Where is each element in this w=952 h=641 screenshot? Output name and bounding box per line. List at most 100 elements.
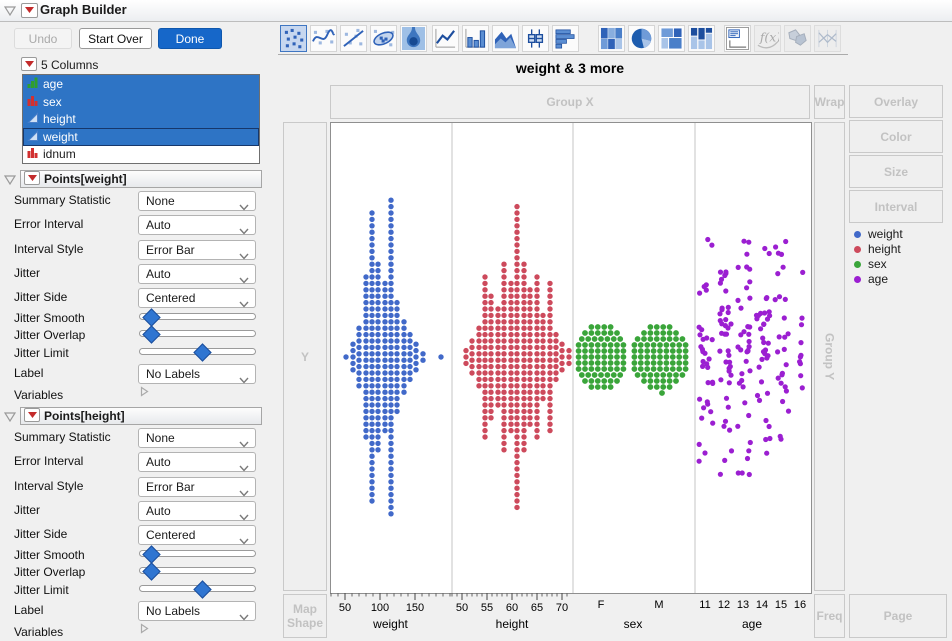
column-item-label: sex [43, 94, 62, 109]
caption-box-element-icon[interactable] [724, 25, 751, 52]
column-item-age[interactable]: age [23, 75, 259, 93]
panel-disclosure-icon[interactable] [3, 411, 17, 425]
slider-thumb[interactable] [193, 342, 212, 362]
chevron-down-icon [239, 271, 249, 289]
x-axis-label-height[interactable]: height [495, 617, 529, 631]
slider-thumb[interactable] [142, 544, 161, 564]
panel-red-triangle-menu-icon[interactable] [24, 408, 40, 422]
outline-disclosure-icon[interactable] [3, 5, 17, 19]
jitter-overlap-slider[interactable] [139, 561, 256, 581]
error-interval-dropdown[interactable]: Auto [138, 215, 256, 235]
column-list: age sex height weight idnum [22, 74, 260, 164]
jitter-overlap-slider[interactable] [139, 324, 256, 344]
summary-statistic-dropdown[interactable]: None [138, 428, 256, 448]
slider-thumb[interactable] [193, 579, 212, 599]
slider-track[interactable] [139, 330, 256, 337]
x-axis-label-sex[interactable]: sex [623, 617, 643, 631]
x-axis-label-age[interactable]: age [741, 617, 763, 631]
dropzone-color[interactable]: Color [849, 120, 943, 153]
jitter-side-dropdown[interactable]: Centered [138, 525, 256, 545]
slider-thumb[interactable] [142, 324, 161, 344]
label-dropdown[interactable]: No Labels [138, 364, 256, 384]
histogram-element-icon[interactable] [552, 25, 579, 52]
dropzone-size[interactable]: Size [849, 155, 943, 188]
jitter-limit-slider[interactable] [139, 342, 256, 362]
dropzone-overlay[interactable]: Overlay [849, 85, 943, 118]
column-item-label: idnum [43, 147, 76, 161]
mosaic-element-icon[interactable] [688, 25, 715, 52]
dropzone-interval[interactable]: Interval [849, 190, 943, 223]
panel-disclosure-icon[interactable] [3, 174, 17, 188]
column-item-sex[interactable]: sex [23, 92, 259, 111]
start-over-button[interactable]: Start Over [79, 28, 152, 49]
svg-text:15: 15 [775, 599, 787, 611]
jitter-dropdown[interactable]: Auto [138, 264, 256, 284]
columns-red-triangle-menu-icon[interactable] [21, 57, 37, 71]
pie-element-icon[interactable] [628, 25, 655, 52]
jitter-smooth-slider[interactable] [139, 544, 256, 564]
variables-disclosure-icon[interactable] [140, 386, 149, 400]
panel-red-triangle-menu-icon[interactable] [24, 171, 40, 185]
dropzone-wrap[interactable]: Wrap [814, 85, 845, 119]
row-label-variables: Variables [14, 625, 64, 639]
slider-track[interactable] [139, 313, 256, 320]
legend-item-weight[interactable]: weight [849, 227, 949, 242]
points-element-icon[interactable] [280, 25, 307, 52]
slider-thumb[interactable] [142, 561, 161, 581]
contour-element-icon[interactable] [400, 25, 427, 52]
x-axis: 50 100 150 50 55 60 65 70 F M 11 12 13 14 15 16 [330, 593, 810, 615]
smoother-element-icon[interactable] [310, 25, 337, 52]
area-element-icon[interactable] [492, 25, 519, 52]
legend-label: sex [868, 257, 887, 271]
jitter-side-dropdown[interactable]: Centered [138, 288, 256, 308]
row-label-jitter-side: Jitter Side [14, 527, 68, 541]
variables-disclosure-icon[interactable] [140, 623, 149, 637]
dropzone-group-x[interactable]: Group X [330, 85, 810, 119]
dropzone-y[interactable]: Y [283, 122, 327, 591]
jitter-dropdown[interactable]: Auto [138, 501, 256, 521]
legend-item-sex[interactable]: sex [849, 257, 949, 272]
slider-track[interactable] [139, 567, 256, 574]
jitter-smooth-slider[interactable] [139, 307, 256, 327]
points-panel-header: Points[height] [20, 407, 262, 425]
done-button[interactable]: Done [158, 28, 222, 49]
plot-area[interactable] [330, 122, 812, 594]
plot-points-svg [343, 123, 806, 593]
slider-thumb[interactable] [142, 307, 161, 327]
line-of-fit-element-icon[interactable] [340, 25, 367, 52]
points-panel-header: Points[weight] [20, 170, 262, 188]
window-title: Graph Builder [40, 2, 127, 17]
row-label-summary-statistic: Summary Statistic [14, 193, 111, 207]
dropzone-group-y[interactable]: Group Y [814, 122, 845, 591]
element-palette-toolbar: f(x) [278, 25, 848, 55]
bar-element-icon[interactable] [462, 25, 489, 52]
legend-item-age[interactable]: age [849, 272, 949, 287]
red-triangle-menu-icon[interactable] [21, 3, 38, 18]
undo-button[interactable]: Undo [14, 28, 72, 49]
treemap-element-icon[interactable] [658, 25, 685, 52]
column-item-weight[interactable]: weight [23, 127, 259, 146]
chevron-down-icon [239, 247, 249, 265]
box-plot-element-icon[interactable] [522, 25, 549, 52]
slider-track[interactable] [139, 550, 256, 557]
heatmap-element-icon[interactable] [598, 25, 625, 52]
x-axis-label-weight[interactable]: weight [373, 617, 408, 631]
column-item-idnum[interactable]: idnum [23, 145, 259, 163]
legend: weight height sex age [849, 227, 949, 287]
ellipse-element-icon[interactable] [370, 25, 397, 52]
column-item-height[interactable]: height [23, 110, 259, 128]
line-element-icon[interactable] [432, 25, 459, 52]
svg-text:65: 65 [531, 602, 543, 614]
interval-style-dropdown[interactable]: Error Bar [138, 240, 256, 260]
jitter-limit-slider[interactable] [139, 579, 256, 599]
label-dropdown[interactable]: No Labels [138, 601, 256, 621]
dropzone-page[interactable]: Page [849, 594, 947, 638]
error-interval-dropdown[interactable]: Auto [138, 452, 256, 472]
legend-item-height[interactable]: height [849, 242, 949, 257]
summary-statistic-dropdown[interactable]: None [138, 191, 256, 211]
row-label-summary-statistic: Summary Statistic [14, 430, 111, 444]
chevron-down-icon [239, 198, 249, 216]
dropzone-freq[interactable]: Freq [814, 594, 845, 638]
interval-style-dropdown[interactable]: Error Bar [138, 477, 256, 497]
dropzone-map-shape[interactable]: Map Shape [283, 594, 327, 638]
